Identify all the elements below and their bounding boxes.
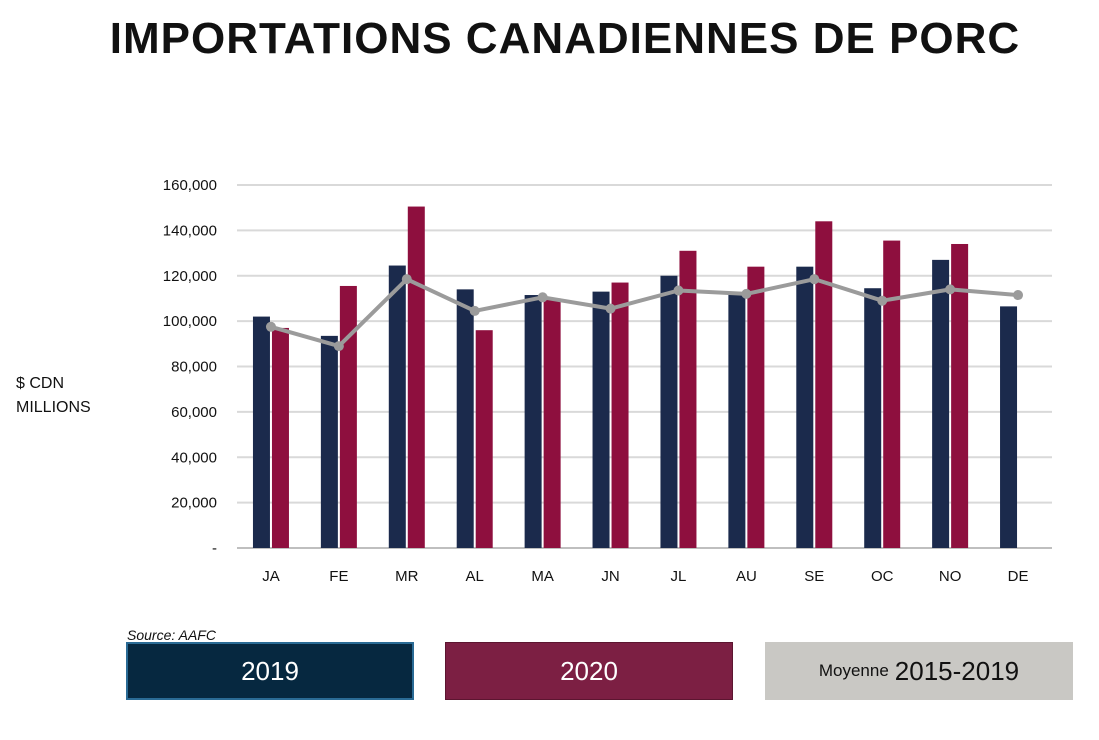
- y-tick-label-0: -: [212, 540, 217, 557]
- x-tick-label-JA: JA: [262, 568, 280, 585]
- bar-2020-JL: [679, 250, 697, 548]
- legend-average-prefix: Moyenne: [818, 661, 889, 680]
- bar-2019-FE: [320, 335, 338, 548]
- bar-2020-FE: [339, 285, 357, 548]
- x-tick-label-JL: JL: [671, 568, 687, 585]
- line-point-2015-2019-SE: [809, 274, 820, 285]
- line-point-2015-2019-NO: [945, 284, 956, 295]
- bar-2020-SE: [815, 221, 833, 549]
- bar-2020-AU: [747, 266, 765, 548]
- y-tick-label-3: 60,000: [171, 404, 217, 421]
- line-point-2015-2019-MA: [537, 292, 548, 303]
- line-point-2015-2019-JA: [265, 321, 276, 332]
- legend-2019: 2019: [126, 642, 414, 700]
- bar-2019-AL: [456, 289, 474, 548]
- y-tick-label-1: 20,000: [171, 495, 217, 512]
- line-point-2015-2019-MR: [401, 274, 412, 285]
- x-tick-label-MA: MA: [531, 568, 554, 585]
- y-tick-label-2: 40,000: [171, 449, 217, 466]
- bar-2019-JN: [592, 291, 610, 548]
- y-tick-label-8: 160,000: [163, 177, 217, 194]
- x-tick-label-AL: AL: [466, 568, 484, 585]
- legend-2020: 2020: [445, 642, 733, 700]
- line-point-2015-2019-FE: [333, 341, 344, 352]
- bar-2020-JA: [271, 327, 289, 548]
- bar-2019-MR: [388, 265, 406, 548]
- bar-2019-NO: [932, 259, 950, 548]
- bar-2019-DE: [1000, 306, 1018, 548]
- legend-2019-label: 2019: [241, 655, 299, 686]
- y-tick-label-7: 140,000: [163, 222, 217, 239]
- line-point-2015-2019-OC: [877, 295, 888, 306]
- line-series-2015-2019: [270, 277, 1019, 349]
- legend-2020-label: 2020: [560, 655, 618, 686]
- line-point-2015-2019-JN: [605, 303, 616, 314]
- x-tick-label-OC: OC: [871, 568, 894, 585]
- legend-average: Moyenne 2015-2019: [765, 642, 1073, 700]
- bar-chart: - 20,000 40,000 60,000 80,000 100,000 120,000 1…: [163, 177, 1052, 585]
- line-point-2015-2019-JL: [673, 285, 684, 296]
- line-point-2015-2019-AL: [469, 305, 480, 316]
- y-tick-label-5: 100,000: [163, 313, 217, 330]
- x-tick-label-MR: MR: [395, 568, 418, 585]
- source-note: Source: AAFC: [127, 627, 216, 643]
- line-point-2015-2019-AU: [741, 288, 752, 299]
- bar-2019-AU: [728, 293, 746, 548]
- bar-2020-JN: [611, 282, 629, 548]
- bar-2020-MR: [407, 206, 425, 548]
- x-tick-label-SE: SE: [804, 568, 824, 585]
- x-tick-label-NO: NO: [939, 568, 962, 585]
- y-tick-label-4: 80,000: [171, 359, 217, 376]
- y-tick-label-6: 120,000: [163, 268, 217, 285]
- bar-2020-MA: [543, 298, 561, 548]
- x-tick-label-DE: DE: [1008, 568, 1029, 585]
- y-axis-label-line-2: MILLIONS: [16, 399, 91, 416]
- legend-average-range: 2015-2019: [894, 655, 1020, 686]
- x-tick-label-FE: FE: [329, 568, 348, 585]
- bar-2019-JA: [252, 316, 270, 548]
- x-tick-label-JN: JN: [601, 568, 619, 585]
- y-axis-label-line-1: $ CDN: [16, 375, 65, 392]
- bar-2019-MA: [524, 295, 542, 548]
- bar-2020-OC: [883, 240, 901, 548]
- line-point-2015-2019-DE: [1013, 290, 1024, 301]
- bar-2019-JL: [660, 275, 678, 548]
- y-axis-label: $ CDN MILLIONS: [16, 372, 91, 420]
- chart-title: IMPORTATIONS CANADIENNES DE PORC: [109, 14, 1021, 63]
- bar-2019-SE: [796, 266, 814, 548]
- bar-2020-NO: [951, 243, 969, 549]
- bar-2020-AL: [475, 330, 493, 548]
- x-tick-label-AU: AU: [736, 568, 757, 585]
- bar-2019-OC: [864, 288, 882, 548]
